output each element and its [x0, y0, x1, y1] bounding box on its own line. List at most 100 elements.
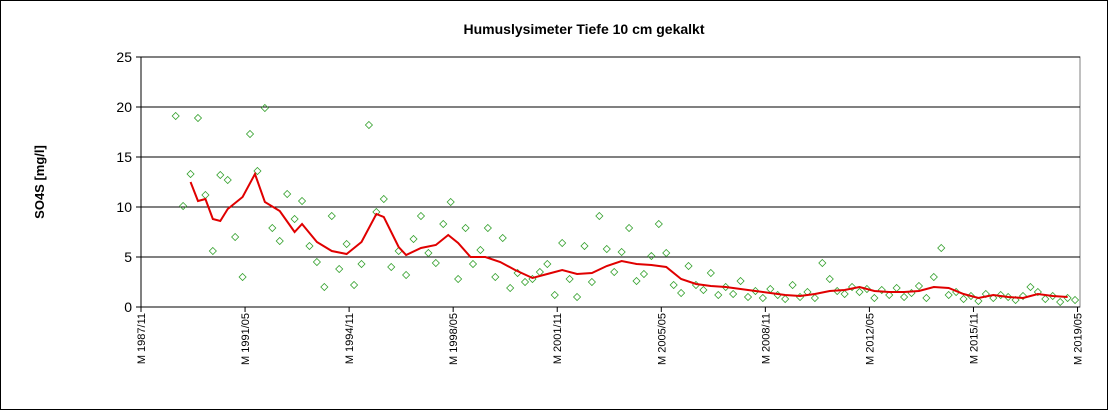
x-tick-label: M 1998/05	[448, 313, 460, 365]
y-tick-label: 15	[116, 149, 132, 165]
data-point	[654, 219, 663, 229]
data-point	[914, 281, 924, 291]
data-point	[171, 111, 180, 121]
plot-area	[140, 56, 1081, 308]
data-point	[974, 296, 983, 306]
data-point	[639, 269, 649, 279]
data-point	[297, 196, 307, 206]
data-point	[1041, 294, 1050, 304]
x-tick-label: M 1987/11	[136, 313, 148, 364]
data-point	[506, 283, 515, 293]
data-point	[810, 293, 819, 303]
data-point	[268, 223, 277, 233]
data-point	[870, 293, 879, 303]
data-point	[669, 280, 678, 290]
y-tick-label: 10	[116, 199, 132, 215]
data-point	[238, 272, 247, 282]
data-point	[290, 214, 299, 224]
data-point	[231, 232, 240, 242]
x-tick-label: M 2008/11	[760, 313, 772, 364]
x-tick-label: M 1991/05	[240, 313, 252, 365]
x-tick-label: M 2019/05	[1073, 313, 1085, 365]
data-point	[625, 223, 634, 233]
data-point	[847, 282, 857, 292]
data-point	[431, 258, 440, 268]
data-point	[1056, 297, 1065, 307]
data-point	[1011, 295, 1020, 305]
y-tick-label: 0	[124, 299, 132, 315]
data-point	[260, 103, 269, 113]
data-point	[580, 241, 589, 251]
data-point	[543, 259, 552, 269]
data-point	[1018, 291, 1028, 301]
x-tick-label: M 2001/11	[552, 313, 564, 364]
y-tick-label: 25	[116, 49, 132, 65]
data-point	[944, 290, 953, 300]
data-point	[193, 113, 203, 123]
data-point	[855, 287, 864, 297]
data-point	[662, 248, 671, 258]
data-point	[454, 274, 463, 284]
x-tick-label: M 2005/05	[656, 313, 668, 365]
y-tick-label: 5	[124, 249, 132, 265]
data-point	[617, 247, 626, 257]
data-point	[357, 259, 366, 269]
data-point	[283, 189, 292, 199]
data-point	[498, 233, 507, 243]
data-point	[320, 282, 329, 292]
data-point	[179, 201, 188, 211]
data-point	[1070, 295, 1080, 305]
data-point	[342, 239, 351, 249]
data-point	[929, 272, 938, 282]
data-point	[818, 258, 827, 268]
data-point	[379, 194, 388, 204]
data-point	[402, 270, 411, 280]
data-point	[350, 280, 359, 290]
data-point	[706, 268, 715, 278]
data-point	[186, 169, 195, 179]
data-point	[1033, 287, 1042, 297]
data-point	[729, 289, 738, 299]
data-point	[758, 293, 767, 303]
data-point	[989, 293, 998, 303]
data-point	[424, 248, 433, 258]
data-point	[1026, 282, 1035, 292]
data-point	[550, 290, 559, 300]
data-point	[245, 129, 255, 139]
data-point	[632, 276, 641, 286]
data-point	[446, 197, 455, 207]
data-point	[461, 223, 470, 233]
data-point	[520, 277, 530, 287]
data-point	[736, 276, 745, 286]
data-point	[900, 292, 909, 302]
data-point	[312, 257, 321, 267]
data-point	[714, 290, 723, 300]
data-point	[216, 170, 225, 180]
data-point	[788, 280, 797, 290]
data-point	[602, 244, 611, 254]
data-point	[684, 261, 693, 271]
chart-title: Humuslysimeter Tiefe 10 cm gekalkt	[464, 21, 705, 37]
data-point	[840, 289, 849, 299]
trend-line	[189, 171, 1068, 300]
data-point	[677, 288, 686, 298]
data-point	[223, 175, 232, 185]
data-point	[699, 285, 708, 295]
x-tick-label: M 1994/11	[344, 313, 356, 364]
data-point	[416, 211, 426, 221]
data-point	[595, 211, 604, 221]
data-point	[364, 120, 374, 130]
data-point	[208, 246, 217, 256]
data-point	[327, 211, 336, 221]
data-point	[743, 292, 753, 302]
data-point	[877, 285, 886, 295]
data-point	[275, 236, 284, 246]
data-point	[885, 290, 894, 300]
data-point	[491, 272, 500, 282]
data-point	[959, 294, 968, 304]
data-point	[387, 262, 396, 272]
data-point	[305, 241, 314, 251]
data-point	[721, 282, 730, 292]
data-point	[253, 166, 262, 176]
